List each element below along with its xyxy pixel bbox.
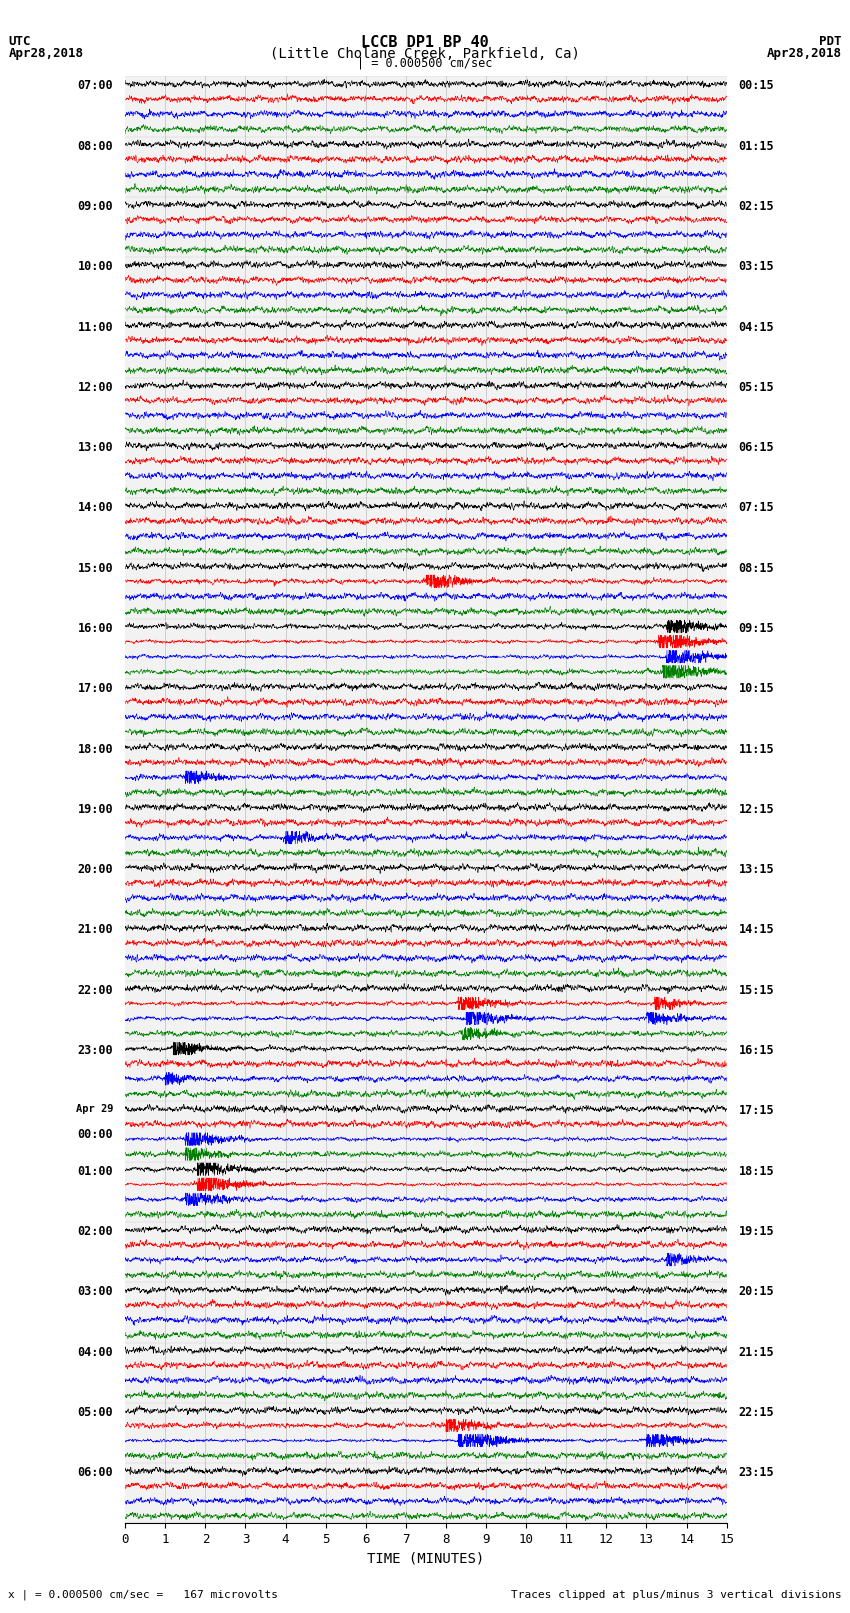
Text: 05:00: 05:00: [77, 1407, 113, 1419]
Text: (Little Cholane Creek, Parkfield, Ca): (Little Cholane Creek, Parkfield, Ca): [270, 47, 580, 61]
Text: Apr 29: Apr 29: [76, 1105, 113, 1115]
Text: Apr28,2018: Apr28,2018: [8, 47, 83, 60]
Text: LCCB DP1 BP 40: LCCB DP1 BP 40: [361, 35, 489, 50]
Text: 21:15: 21:15: [739, 1345, 774, 1358]
Text: 03:15: 03:15: [739, 260, 774, 273]
Text: 12:00: 12:00: [77, 381, 113, 394]
Text: 01:15: 01:15: [739, 140, 774, 153]
Text: 00:00: 00:00: [77, 1127, 113, 1140]
Text: 22:00: 22:00: [77, 984, 113, 997]
Text: 09:15: 09:15: [739, 623, 774, 636]
Text: 07:00: 07:00: [77, 79, 113, 92]
Text: 22:15: 22:15: [739, 1407, 774, 1419]
Text: 11:15: 11:15: [739, 742, 774, 755]
Text: PDT: PDT: [819, 35, 842, 48]
Text: 03:00: 03:00: [77, 1286, 113, 1298]
Text: 20:00: 20:00: [77, 863, 113, 876]
Text: 14:00: 14:00: [77, 502, 113, 515]
Text: 16:00: 16:00: [77, 623, 113, 636]
Text: 21:00: 21:00: [77, 924, 113, 937]
Text: 14:15: 14:15: [739, 924, 774, 937]
Text: Apr28,2018: Apr28,2018: [767, 47, 842, 60]
Text: 05:15: 05:15: [739, 381, 774, 394]
Text: 19:00: 19:00: [77, 803, 113, 816]
Text: 13:00: 13:00: [77, 440, 113, 455]
Text: 01:00: 01:00: [77, 1165, 113, 1177]
Text: 09:00: 09:00: [77, 200, 113, 213]
Text: 07:15: 07:15: [739, 502, 774, 515]
Text: 19:15: 19:15: [739, 1224, 774, 1239]
Text: 06:00: 06:00: [77, 1466, 113, 1479]
X-axis label: TIME (MINUTES): TIME (MINUTES): [367, 1552, 484, 1566]
Text: x | = 0.000500 cm/sec =   167 microvolts: x | = 0.000500 cm/sec = 167 microvolts: [8, 1589, 279, 1600]
Text: 04:00: 04:00: [77, 1345, 113, 1358]
Text: 02:00: 02:00: [77, 1224, 113, 1239]
Text: 23:15: 23:15: [739, 1466, 774, 1479]
Text: UTC: UTC: [8, 35, 31, 48]
Text: 13:15: 13:15: [739, 863, 774, 876]
Text: 10:15: 10:15: [739, 682, 774, 695]
Text: | = 0.000500 cm/sec: | = 0.000500 cm/sec: [357, 56, 493, 69]
Text: 02:15: 02:15: [739, 200, 774, 213]
Text: 15:15: 15:15: [739, 984, 774, 997]
Text: 17:00: 17:00: [77, 682, 113, 695]
Text: 11:00: 11:00: [77, 321, 113, 334]
Text: 23:00: 23:00: [77, 1044, 113, 1057]
Text: 08:00: 08:00: [77, 140, 113, 153]
Text: 15:00: 15:00: [77, 561, 113, 574]
Text: 12:15: 12:15: [739, 803, 774, 816]
Text: 10:00: 10:00: [77, 260, 113, 273]
Text: 18:15: 18:15: [739, 1165, 774, 1177]
Text: 20:15: 20:15: [739, 1286, 774, 1298]
Text: 00:15: 00:15: [739, 79, 774, 92]
Text: 06:15: 06:15: [739, 440, 774, 455]
Text: 18:00: 18:00: [77, 742, 113, 755]
Text: Traces clipped at plus/minus 3 vertical divisions: Traces clipped at plus/minus 3 vertical …: [511, 1590, 842, 1600]
Text: 16:15: 16:15: [739, 1044, 774, 1057]
Text: 08:15: 08:15: [739, 561, 774, 574]
Text: 04:15: 04:15: [739, 321, 774, 334]
Text: 17:15: 17:15: [739, 1105, 774, 1118]
